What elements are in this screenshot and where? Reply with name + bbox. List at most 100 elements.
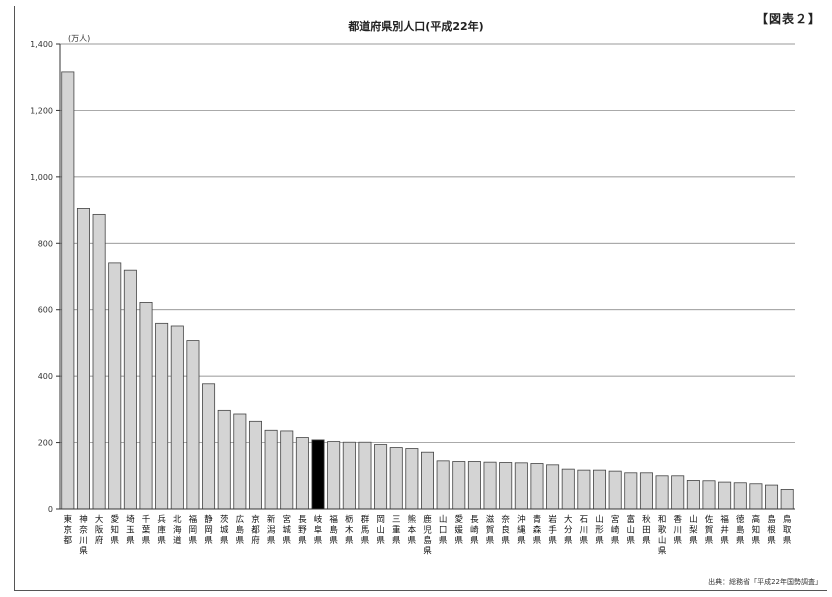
bar-新潟県	[264, 429, 278, 510]
bar-岩手県	[546, 464, 560, 510]
bar-鹿児島県	[421, 451, 434, 510]
x-tick-label: 岩手県	[548, 514, 557, 546]
bar-富山県	[624, 472, 638, 510]
x-tick-label: 滋賀県	[486, 514, 495, 546]
x-tick-label: 東京都	[64, 514, 73, 546]
x-tick-label: 沖縄県	[517, 514, 526, 546]
x-tick-label: 長野県	[298, 515, 307, 546]
x-tick-label: 北海道	[173, 515, 182, 546]
x-tick-label: 広島県	[236, 514, 245, 546]
x-tick-label: 愛知県	[110, 514, 119, 546]
x-tick-label: 岐阜県	[314, 514, 323, 546]
y-tick-label: 1,000	[30, 173, 53, 182]
bar-広島県	[233, 413, 247, 510]
bar-福島県	[327, 441, 341, 510]
bar-山梨県	[686, 480, 700, 510]
x-tick-label: 石川県	[580, 515, 589, 546]
y-tick-label: 200	[38, 439, 53, 448]
x-tick-label: 長崎県	[470, 515, 479, 546]
unit-label: (万人)	[68, 34, 91, 43]
bar-和歌山県	[655, 475, 669, 510]
source-note: 出典：総務省「平成22年国勢調査」	[708, 578, 822, 586]
x-tick-label: 三重県	[392, 515, 401, 546]
x-tick-label: 山口県	[439, 514, 448, 546]
bar-千葉県	[139, 302, 153, 510]
bar-兵庫県	[155, 322, 169, 510]
bar-香川県	[671, 475, 685, 510]
bar-青森県	[530, 463, 544, 510]
bar-茨城県	[217, 409, 231, 510]
y-tick-label: 400	[38, 372, 53, 381]
x-tick-label: 岡山県	[376, 515, 385, 546]
figure-label: 【図表２】	[756, 12, 822, 26]
bar-大分県	[561, 468, 575, 510]
bar-岡山県	[374, 444, 388, 510]
x-tick-label: 福井県	[720, 514, 729, 546]
bar-高知県	[749, 483, 763, 510]
x-tick-label: 茨城県	[220, 514, 229, 546]
bar-愛知県	[108, 262, 122, 510]
bar-栃木県	[342, 441, 356, 510]
x-tick-label: 静岡県	[204, 514, 213, 546]
bar-福岡県	[186, 340, 200, 510]
bar-岐阜県	[311, 439, 325, 510]
x-tick-label: 富山県	[627, 514, 636, 546]
x-tick-label: 千葉県	[142, 514, 151, 546]
bar-秋田県	[639, 472, 653, 510]
bar-長野県	[295, 437, 309, 510]
chart-title: 都道府県別人口(平成22年)	[348, 20, 484, 33]
bar-沖縄県	[514, 462, 528, 510]
x-tick-label: 鹿児島県	[423, 514, 432, 557]
bar-宮崎県	[608, 470, 622, 510]
x-tick-label: 大分県	[564, 514, 573, 546]
x-tick-label: 愛媛県	[455, 514, 464, 546]
bar-島根県	[765, 484, 779, 510]
x-tick-label: 群馬県	[361, 514, 370, 546]
x-tick-label: 香川県	[673, 514, 682, 546]
x-tick-label: 秋田県	[642, 514, 651, 546]
x-tick-label: 奈良県	[501, 514, 510, 546]
y-tick-label: 800	[38, 239, 53, 248]
bar-長崎県	[467, 461, 481, 510]
y-tick-label: 1,200	[30, 106, 53, 115]
x-tick-label: 埼玉県	[126, 514, 135, 546]
x-tick-label: 大阪府	[95, 514, 104, 546]
bar-神奈川県	[76, 208, 90, 510]
x-tick-label: 熊本県	[408, 514, 417, 546]
x-tick-label: 青森県	[533, 514, 542, 546]
x-tick-label: 鳥取県	[783, 514, 792, 546]
x-tick-label: 栃木県	[345, 514, 354, 546]
bar-山口県	[436, 460, 450, 510]
bar-愛媛県	[452, 461, 466, 510]
bar-徳島県	[733, 482, 747, 510]
bar-奈良県	[499, 462, 513, 510]
x-tick-label: 宮崎県	[611, 514, 620, 546]
x-tick-label: 福島県	[329, 514, 338, 546]
y-tick-label: 0	[48, 505, 53, 514]
bar-埼玉県	[123, 269, 137, 510]
x-tick-label: 高知県	[752, 514, 761, 546]
x-tick-label: 佐賀県	[705, 514, 714, 546]
x-tick-label: 神奈川県	[79, 514, 88, 557]
x-tick-label: 宮城県	[282, 514, 291, 546]
x-tick-label: 兵庫県	[157, 514, 166, 546]
bar-群馬県	[358, 441, 372, 510]
y-tick-label: 600	[38, 306, 53, 315]
y-tick-label: 1,400	[30, 40, 53, 49]
bar-福井県	[718, 481, 732, 510]
bar-宮城県	[280, 430, 294, 510]
x-tick-label: 山形県	[595, 514, 604, 546]
bar-石川県	[577, 469, 591, 510]
bar-静岡県	[202, 383, 216, 510]
x-tick-label: 島根県	[767, 514, 776, 546]
x-tick-label: 徳島県	[736, 514, 745, 546]
x-tick-label: 和歌山県	[658, 515, 667, 557]
bar-山形県	[593, 469, 607, 510]
chart-frame	[14, 6, 827, 591]
x-tick-label: 新潟県	[267, 514, 276, 546]
bar-鳥取県	[780, 489, 794, 510]
bar-滋賀県	[483, 461, 497, 510]
bar-東京都	[61, 71, 75, 510]
